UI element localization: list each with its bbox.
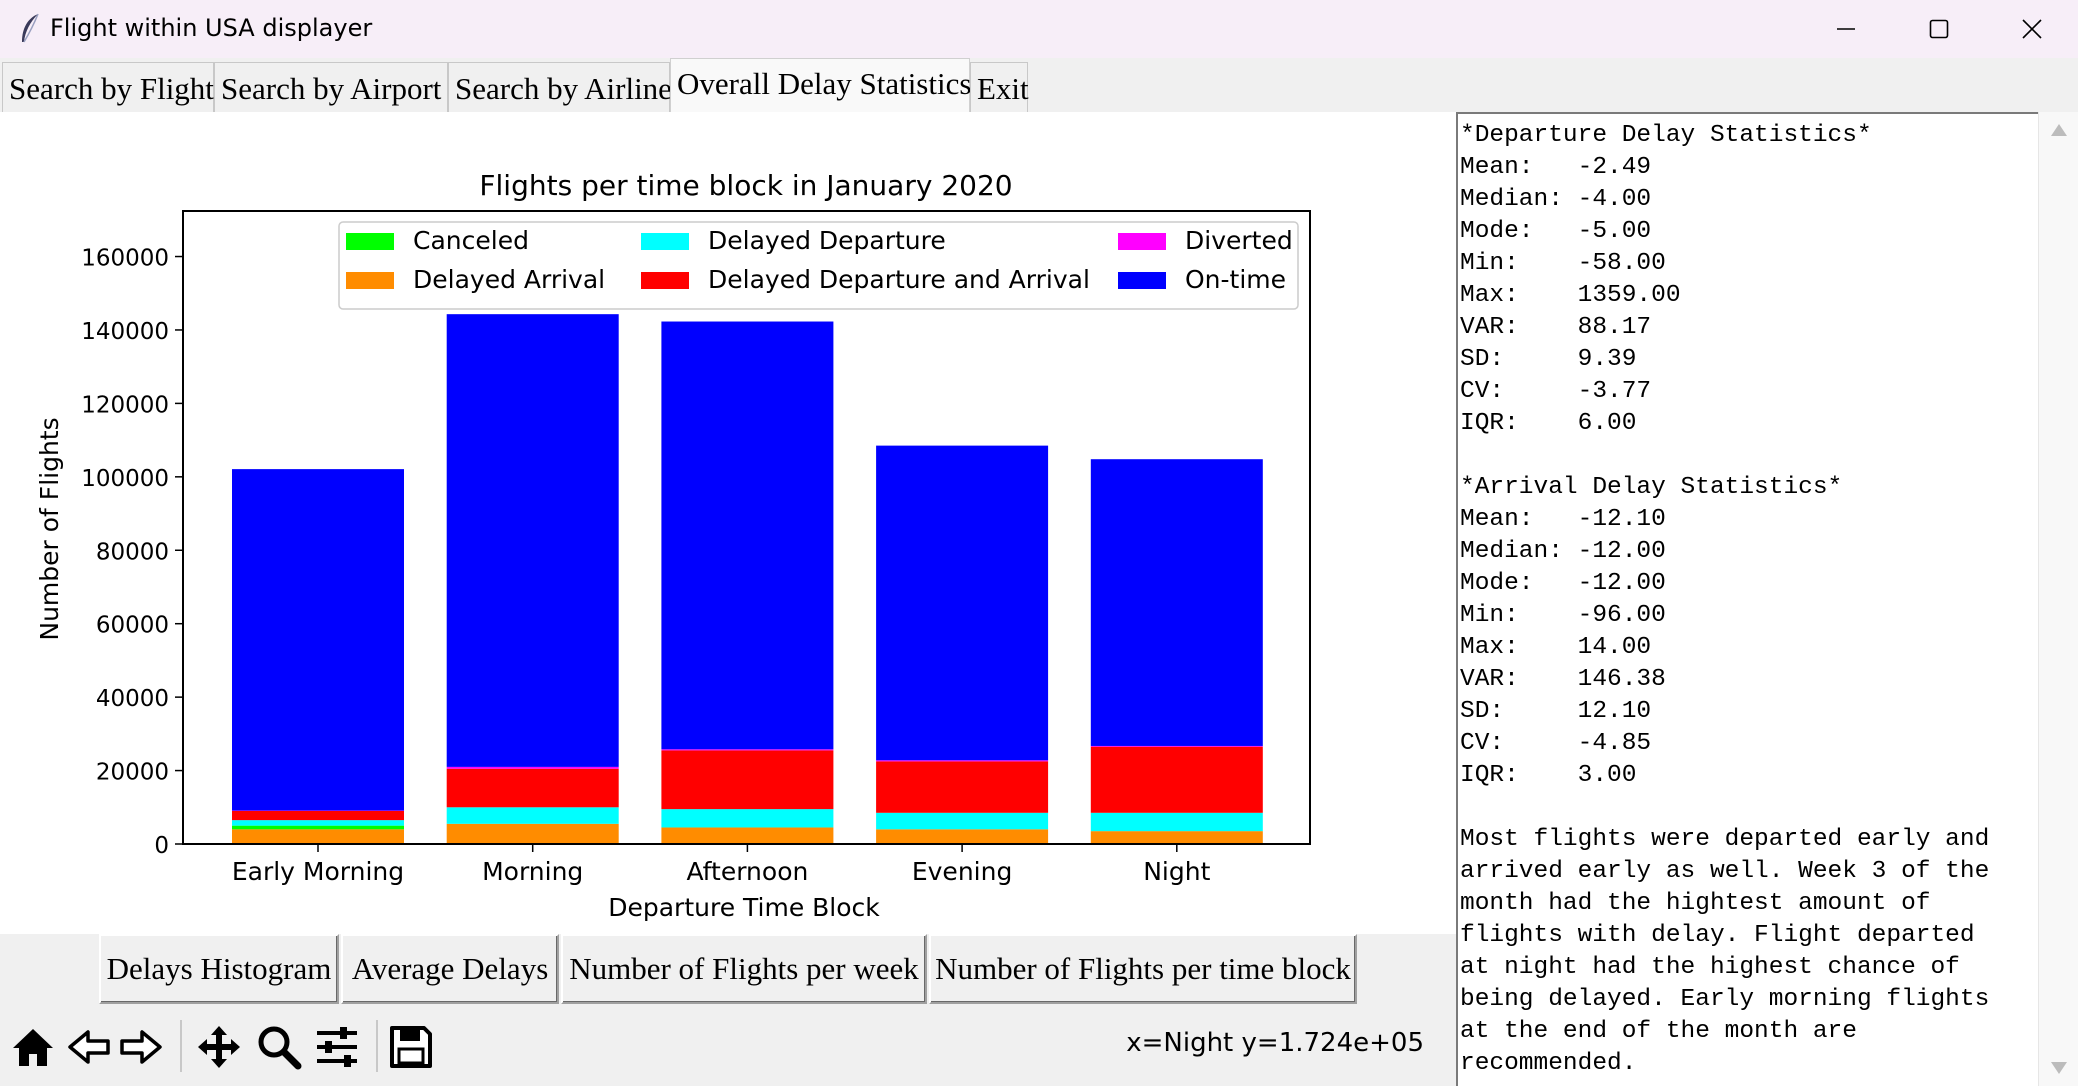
legend-label: Diverted (1185, 226, 1293, 255)
bar-segment-delayed-arrival (446, 823, 619, 844)
bar-segment-on-time (1090, 459, 1263, 746)
statistics-scrollbar[interactable] (2038, 112, 2078, 1086)
window-title: Flight within USA displayer (50, 14, 373, 42)
tab-exit[interactable]: Exit (970, 62, 1029, 114)
x-tick-label: Morning (482, 857, 583, 886)
cursor-coordinates: x=Night y=1.724e+05 (1126, 1028, 1424, 1058)
forward-icon[interactable] (118, 1024, 164, 1070)
y-tick-label: 120000 (81, 392, 169, 418)
flights-per-time-block-button[interactable]: Number of Flights per time block (929, 934, 1357, 1004)
legend-swatch (346, 272, 394, 289)
minimize-icon (1837, 28, 1855, 30)
legend-label: Canceled (413, 226, 529, 255)
delays-histogram-button[interactable]: Delays Histogram (99, 934, 339, 1004)
x-axis-label: Departure Time Block (608, 893, 880, 922)
y-tick-label: 20000 (96, 760, 169, 786)
maximize-icon (1929, 19, 1949, 39)
legend-swatch (641, 272, 689, 289)
y-tick-label: 40000 (96, 686, 169, 712)
pan-icon[interactable] (196, 1024, 242, 1070)
bar-segment-delayed-departure-and-arrival (876, 761, 1049, 813)
statistics-panel[interactable]: *Departure Delay Statistics* Mean: -2.49… (1456, 112, 2038, 1086)
tab-search-by-flight[interactable]: Search by Flight (2, 62, 214, 114)
zoom-icon[interactable] (256, 1024, 302, 1070)
bar-segment-diverted (1090, 745, 1263, 747)
bar-segment-diverted (876, 760, 1049, 762)
y-tick-label: 0 (154, 833, 169, 859)
legend-box (338, 221, 1299, 310)
y-tick-label: 160000 (81, 246, 169, 272)
bar-segment-on-time (661, 321, 834, 750)
maximize-button[interactable] (1893, 0, 1985, 58)
plot-frame (182, 210, 1311, 845)
bar-segment-canceled (232, 825, 404, 830)
tab-overall-delay-statistics[interactable]: Overall Delay Statistics (670, 58, 971, 116)
legend-swatch (1118, 233, 1166, 250)
y-tick-label: 60000 (96, 613, 169, 639)
function-button-bar: Delays Histogram Average Delays Number o… (0, 934, 1456, 1006)
x-tick-label: Night (1143, 857, 1210, 886)
tab-bar: Search by Flight Search by Airport Searc… (0, 58, 2078, 116)
plot-toolbar: x=Night y=1.724e+05 (0, 1006, 1456, 1086)
scroll-up-arrow-icon[interactable] (2049, 122, 2069, 138)
y-axis-label: Number of Flights (35, 417, 64, 640)
stacked-bar-chart: Flights per time block in January 2020 N… (35, 169, 1311, 922)
bar-segment-diverted (446, 766, 619, 769)
legend-swatch (346, 233, 394, 250)
bar-segment-delayed-arrival (1090, 831, 1263, 844)
close-icon (2022, 19, 2042, 39)
bar-segment-delayed-departure (446, 807, 619, 824)
close-button[interactable] (1986, 0, 2078, 58)
bar-segment-on-time (876, 445, 1049, 761)
tab-search-by-airline[interactable]: Search by Airline (448, 62, 672, 114)
bar-segment-diverted (661, 749, 834, 751)
legend-label: Delayed Departure (708, 226, 946, 255)
bar-segment-on-time (232, 469, 404, 811)
toolbar-separator (180, 1020, 182, 1072)
bar-segment-delayed-departure-and-arrival (232, 810, 404, 821)
x-tick-label: Evening (912, 857, 1012, 886)
y-tick-label: 140000 (81, 319, 169, 345)
statistics-text: *Departure Delay Statistics* Mean: -2.49… (1460, 122, 1990, 1077)
feather-icon (22, 13, 39, 43)
bar-segment-delayed-departure-and-arrival (1090, 746, 1263, 813)
legend-label: On-time (1185, 265, 1286, 294)
home-icon[interactable] (10, 1024, 56, 1070)
bar-segment-delayed-departure-and-arrival (446, 768, 619, 808)
bar-segment-delayed-departure (661, 809, 834, 828)
legend-swatch (1118, 272, 1166, 289)
bar-segment-on-time (446, 314, 619, 767)
back-icon[interactable] (66, 1024, 112, 1070)
scroll-down-arrow-icon[interactable] (2049, 1060, 2069, 1076)
chart-area: Flights per time block in January 2020 N… (0, 112, 1456, 934)
chart-title: Flights per time block in January 2020 (479, 169, 1012, 202)
bar-segment-delayed-departure-and-arrival (661, 750, 834, 810)
y-tick-label: 100000 (81, 466, 169, 492)
bar-segment-delayed-departure (1090, 812, 1263, 832)
minimize-button[interactable] (1800, 0, 1892, 58)
x-tick-label: Afternoon (686, 857, 808, 886)
legend-label: Delayed Arrival (413, 265, 605, 294)
flights-per-week-button[interactable]: Number of Flights per week (561, 934, 927, 1004)
title-bar: Flight within USA displayer (0, 0, 2078, 58)
bar-segment-delayed-arrival (661, 827, 834, 844)
save-icon[interactable] (388, 1024, 434, 1070)
bar-segment-delayed-arrival (232, 829, 404, 844)
legend-swatch (641, 233, 689, 250)
bar-segment-delayed-departure (876, 812, 1049, 830)
y-tick-label: 80000 (96, 539, 169, 565)
bar-segment-delayed-departure (232, 820, 404, 826)
average-delays-button[interactable]: Average Delays (341, 934, 559, 1004)
legend-label: Delayed Departure and Arrival (708, 265, 1090, 294)
toolbar-separator (376, 1020, 378, 1072)
configure-icon[interactable] (314, 1024, 360, 1070)
bar-segment-delayed-arrival (876, 829, 1049, 844)
tab-search-by-airport[interactable]: Search by Airport (214, 62, 448, 114)
x-tick-label: Early Morning (232, 857, 404, 886)
